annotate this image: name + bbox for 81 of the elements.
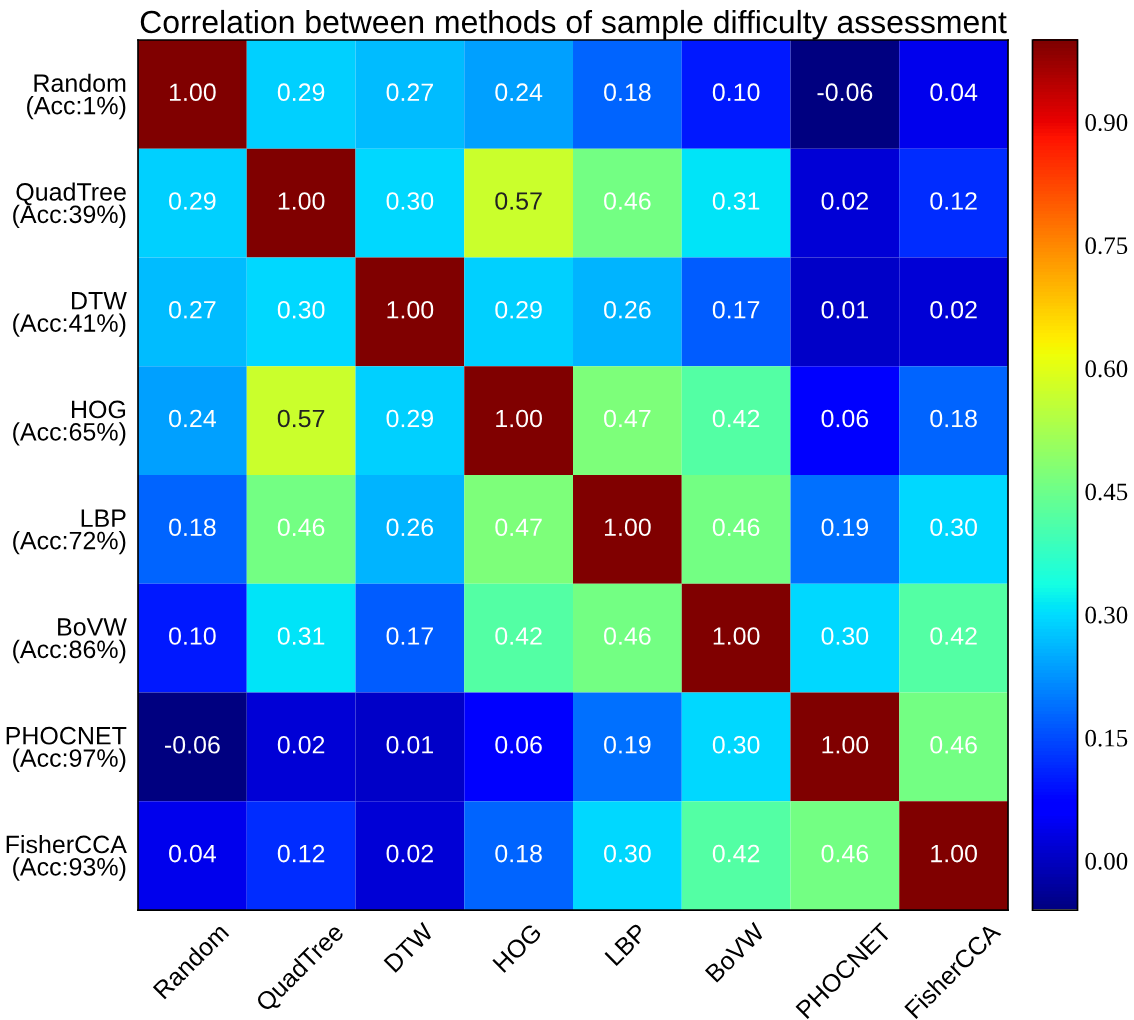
data-label: 0.26 [386, 518, 434, 537]
data-label: 0.02 [386, 844, 433, 863]
color-bar-label: 0.75 [1085, 237, 1128, 255]
color-bar-label: 0.60 [1085, 360, 1128, 378]
data-label: 0.30 [386, 192, 434, 210]
color-bar-label: 0.45 [1085, 483, 1128, 501]
data-label: 0.29 [169, 192, 216, 210]
data-label: -0.06 [817, 83, 873, 102]
data-label: 0.02 [930, 300, 977, 319]
data-label: 0.30 [821, 627, 869, 645]
color-bar-label: 0.90 [1085, 114, 1128, 132]
color-bar-label: 0.00 [1085, 852, 1128, 870]
data-label: 0.27 [169, 300, 216, 319]
data-label: 0.46 [930, 735, 977, 754]
data-label: 1.00 [931, 844, 977, 863]
data-label: 0.24 [169, 409, 216, 428]
data-label: 0.29 [495, 300, 542, 319]
data-label: 0.26 [604, 300, 651, 319]
data-label: 0.19 [604, 735, 651, 754]
data-label: 0.30 [604, 844, 651, 863]
data-label: 1.00 [822, 735, 869, 754]
y-tick-label: HOG (Acc:65%) [13, 400, 126, 446]
data-label: 0.18 [604, 83, 651, 102]
y-tick-label: PHOCNET (Acc:97%) [6, 726, 127, 772]
color-bar-label: 0.15 [1085, 729, 1128, 747]
data-label: 0.46 [821, 844, 869, 863]
data-label: 0.18 [169, 518, 216, 537]
data-label: 1.00 [278, 192, 325, 210]
data-label: 0.42 [930, 627, 977, 645]
data-label: 0.12 [277, 844, 325, 863]
data-label: 0.18 [930, 409, 977, 428]
data-label: 0.30 [930, 518, 977, 537]
data-label: 0.27 [386, 83, 433, 102]
data-label: 0.57 [495, 192, 542, 210]
data-label: 0.31 [277, 627, 325, 645]
data-label: 0.06 [495, 735, 542, 754]
data-label: 1.00 [169, 83, 216, 102]
data-label: 0.24 [495, 83, 543, 102]
y-tick-label: Random (Acc:1%) [27, 73, 126, 120]
data-label: -0.06 [165, 735, 220, 754]
data-label: 0.46 [277, 518, 325, 537]
color-bar-label: 0.30 [1085, 606, 1128, 624]
data-label: 1.00 [604, 518, 651, 537]
data-label: 1.00 [713, 627, 760, 645]
data-label: 0.02 [277, 735, 325, 754]
data-label: 1.00 [387, 300, 434, 319]
data-label: 0.57 [277, 409, 325, 428]
data-label: 0.04 [169, 844, 216, 863]
y-tick-label: QuadTree (Acc:39%) [13, 182, 126, 229]
x-tick-label: LBP [604, 922, 648, 966]
data-label: 0.31 [712, 192, 760, 210]
data-label: 0.30 [277, 300, 325, 319]
data-label: 0.29 [386, 409, 434, 428]
y-tick-label: FisherCCA (Acc:93%) [6, 834, 127, 881]
data-label: 0.47 [604, 409, 651, 428]
data-label: 0.46 [712, 518, 760, 537]
data-label: 0.01 [386, 735, 433, 754]
y-tick-label: BoVW (Acc:86%) [13, 618, 127, 664]
data-label: 0.17 [712, 300, 760, 319]
data-label: 0.47 [495, 518, 542, 537]
y-tick-label: DTW (Acc:41%) [13, 292, 127, 337]
data-label: 0.17 [386, 627, 433, 645]
chart-title: Correlation between methods of sample difficulty assessment [140, 9, 1007, 40]
data-label: 0.30 [712, 735, 760, 754]
data-label: 0.10 [712, 83, 760, 102]
data-label: 0.46 [604, 627, 651, 645]
data-label: 0.10 [169, 627, 216, 645]
y-tick-label: LBP (Acc:72%) [13, 509, 126, 555]
data-label: 0.42 [712, 844, 760, 863]
data-label: 0.19 [821, 518, 869, 537]
data-label: 0.12 [930, 192, 977, 210]
data-label: 0.42 [712, 409, 760, 428]
data-label: 0.42 [495, 627, 542, 645]
data-label: 0.02 [821, 192, 868, 210]
data-label: 1.00 [496, 409, 542, 428]
data-label: 0.18 [495, 844, 542, 863]
data-label: 0.46 [604, 192, 651, 210]
data-label: 0.29 [277, 83, 325, 102]
data-label: 0.04 [930, 83, 978, 102]
data-label: 0.01 [821, 300, 868, 319]
data-label: 0.06 [821, 409, 869, 428]
